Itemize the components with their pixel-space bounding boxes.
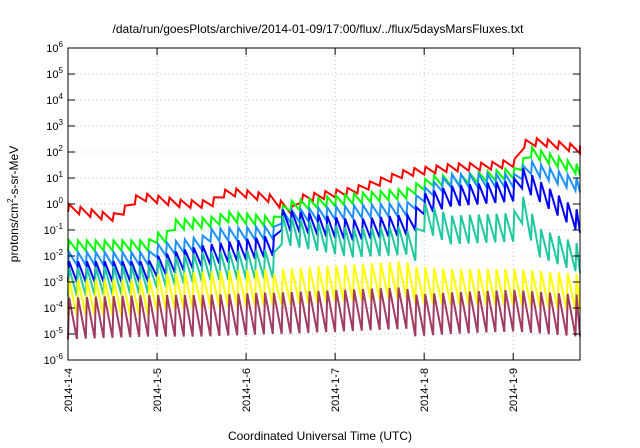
x-tick-label: 2014-1-7 <box>330 368 342 412</box>
y-axis-title: protons/cm2-s-sr-MeV <box>6 146 21 262</box>
y-tick-label: 104 <box>46 92 63 107</box>
x-tick-label: 2014-1-5 <box>152 368 164 412</box>
x-tick-label: 2014-1-4 <box>63 368 75 412</box>
chart-title: /data/run/goesPlots/archive/2014-01-09/1… <box>113 22 525 36</box>
data-series <box>67 136 581 340</box>
y-tick-label: 10-5 <box>44 326 64 341</box>
y-tick-label: 10-4 <box>44 300 64 315</box>
y-tick-labels: 10-6 10-5 10-4 10-3 10-2 10-1 100 101 102 103 104 1… <box>44 40 64 367</box>
axis-ticks <box>67 47 580 361</box>
x-tick-label: 2014-1-6 <box>241 368 253 412</box>
x-tick-label: 2014-1-9 <box>508 368 520 412</box>
series-line-7 <box>67 287 581 340</box>
series-line-5 <box>67 196 581 297</box>
x-tick-labels: 2014-1-4 2014-1-5 2014-1-6 2014-1-7 2014-1-8… <box>63 368 520 412</box>
y-tick-label: 103 <box>46 118 63 133</box>
y-tick-label: 101 <box>46 170 63 185</box>
x-axis-title: Coordinated Universal Time (UTC) <box>228 429 412 443</box>
y-tick-label: 102 <box>46 144 63 159</box>
x-tick-label: 2014-1-8 <box>419 368 431 412</box>
y-tick-label: 10-1 <box>44 222 64 237</box>
y-tick-label: 105 <box>46 66 63 81</box>
y-tick-label: 10-3 <box>44 274 64 289</box>
y-tick-label: 10-6 <box>44 352 64 367</box>
y-tick-label: 10-2 <box>44 248 64 263</box>
y-tick-label: 106 <box>46 40 63 55</box>
series-line-1 <box>67 136 581 223</box>
y-tick-label: 100 <box>46 196 63 211</box>
